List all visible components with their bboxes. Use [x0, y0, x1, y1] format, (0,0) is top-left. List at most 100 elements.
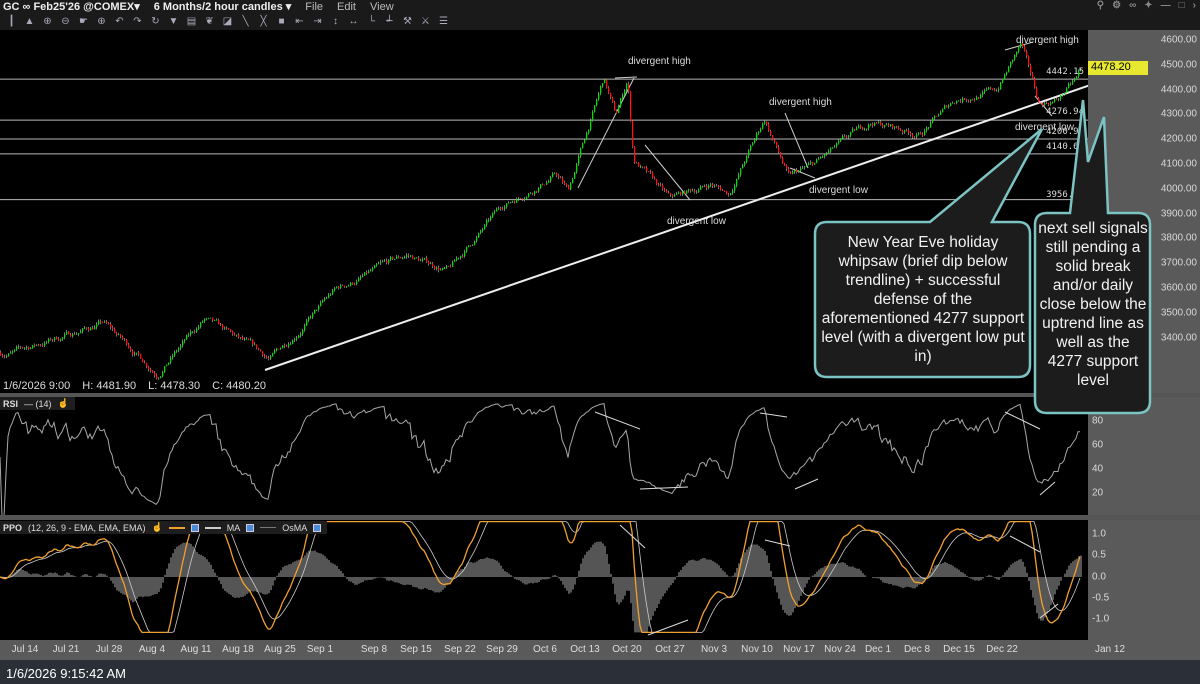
text-icon[interactable]: ▤ [186, 16, 197, 27]
osma-bar [908, 577, 910, 588]
candle [370, 270, 372, 272]
zoom-in-icon[interactable]: ⊕ [43, 16, 52, 27]
bar-style-icon[interactable]: ┃ [8, 16, 15, 27]
move-right-icon[interactable]: ⇥ [313, 16, 322, 27]
fibonacci-icon[interactable]: ❦ [205, 16, 214, 27]
line-icon[interactable]: ╲ [242, 16, 249, 27]
osma-checkbox[interactable] [313, 523, 322, 532]
ppo-axis-label: 0.5 [1092, 549, 1106, 561]
period-selector[interactable]: 6 Months/2 hour candles ▾ [153, 1, 292, 13]
ppo-panel[interactable]: PPO (12, 26, 9 - EMA, EMA, EMA) ☝ MA OsM… [0, 520, 1088, 640]
parallel-lines-icon[interactable]: ╳ [260, 16, 267, 27]
osma-bar [698, 560, 700, 577]
axis-scale-icon[interactable]: ┵ [386, 16, 393, 27]
candle [628, 83, 630, 92]
axis-icon[interactable]: └ [367, 16, 376, 27]
osma-bar [994, 577, 996, 579]
zoom-out-icon[interactable]: ⊖ [61, 16, 70, 27]
link-icon[interactable]: ∞ [1129, 0, 1137, 11]
candle [906, 129, 908, 131]
osma-bar [640, 577, 642, 633]
mountain-icon[interactable]: ▲ [24, 16, 35, 27]
menu-view[interactable]: View [370, 0, 394, 13]
price-chart-canvas[interactable] [0, 30, 1088, 393]
search-icon[interactable]: ⚲ [1096, 0, 1105, 11]
osma-bar [362, 577, 364, 582]
rsi-panel[interactable]: RSI — (14) ☝ [0, 397, 1088, 515]
candle [1054, 99, 1056, 102]
candle [694, 190, 696, 193]
candle [62, 337, 64, 339]
osma-bar [806, 577, 808, 584]
tools-icon[interactable]: ⚔ [421, 16, 430, 27]
candle [480, 230, 482, 233]
osma-bar [38, 574, 40, 577]
osma-bar [776, 577, 778, 593]
candle [10, 352, 12, 354]
move-left-icon[interactable]: ⇤ [295, 16, 304, 27]
candle [700, 186, 702, 190]
maximize-icon[interactable]: □ [1178, 0, 1185, 11]
menu-file[interactable]: File [305, 0, 324, 13]
date-axis-label: Nov 17 [783, 644, 815, 655]
expand-icon[interactable]: ↔ [348, 16, 359, 27]
rectangle-icon[interactable]: ■ [278, 16, 285, 27]
wrench-icon[interactable]: ⚒ [403, 16, 412, 27]
settings-icon[interactable]: ⚙ [1112, 0, 1122, 11]
osma-bar [292, 562, 294, 577]
candle [938, 114, 940, 117]
toolbar: ┃ ▲ ⊕ ⊖ ☛ ⊕ ↶ ↷ ↻ ▼ ▤ ❦ ◪ ╲ ╳ ■ ⇤ ⇥ ↕ ↔ └ ┵ ⚒ ⚔ ☰ [0, 13, 1200, 30]
menu-edit[interactable]: Edit [337, 0, 356, 13]
pointer-icon[interactable]: ☛ [79, 16, 88, 27]
close-icon[interactable]: › [1192, 0, 1196, 11]
osma-bar [428, 577, 430, 590]
ma-checkbox[interactable] [246, 523, 255, 532]
candle [520, 198, 522, 199]
date-axis[interactable]: Jul 14 Jul 21 Jul 28 Aug 4 Aug 11 Aug 18 Aug 2… [0, 640, 1200, 660]
crosshair-icon[interactable]: ⊕ [97, 16, 106, 27]
candle [680, 192, 682, 195]
candle [448, 265, 450, 267]
osma-bar [902, 577, 904, 589]
list-icon[interactable]: ☰ [439, 16, 448, 27]
candle [14, 349, 16, 352]
candle [1058, 99, 1060, 100]
ppo-checkbox[interactable] [190, 523, 199, 532]
osma-bar [582, 558, 584, 577]
candle [1018, 46, 1020, 52]
indicator-settings-icon[interactable]: ☝ [151, 522, 163, 532]
candle [124, 338, 126, 340]
osma-bar [42, 575, 44, 577]
panel-divider[interactable] [0, 515, 1200, 520]
minimize-icon[interactable]: — [1160, 0, 1171, 11]
price-axis-label: 4600.00 [1160, 34, 1197, 46]
osma-bar [294, 561, 296, 577]
candle [588, 129, 590, 134]
candle [34, 344, 36, 346]
pin-icon[interactable]: ✦ [1144, 0, 1153, 11]
osma-bar [382, 577, 384, 578]
osma-bar [408, 577, 410, 585]
undo-icon[interactable]: ↶ [115, 16, 124, 27]
symbol-selector[interactable]: GC ∞ Feb25'26 @COMEX▾ [3, 1, 140, 13]
ma-line-swatch [204, 526, 221, 529]
channel-icon[interactable]: ◪ [222, 16, 233, 27]
candle [774, 139, 776, 142]
indicator-settings-icon[interactable]: ☝ [57, 398, 69, 408]
candle [1008, 66, 1010, 73]
osma-bar [768, 562, 770, 577]
redo-icon[interactable]: ↷ [133, 16, 142, 27]
compress-icon[interactable]: ↕ [333, 16, 338, 27]
candle [622, 95, 624, 99]
panel-divider[interactable] [0, 393, 1200, 397]
candle [612, 97, 614, 103]
dropdown-icon[interactable]: ▼ [168, 16, 179, 27]
refresh-icon[interactable]: ↻ [151, 16, 160, 27]
candle [482, 228, 484, 231]
candle [226, 327, 228, 329]
candle [604, 79, 606, 84]
date-axis-label: Oct 27 [655, 644, 685, 655]
rsi-divergence-line [794, 478, 819, 490]
osma-bar [892, 577, 894, 586]
candle [414, 257, 416, 260]
